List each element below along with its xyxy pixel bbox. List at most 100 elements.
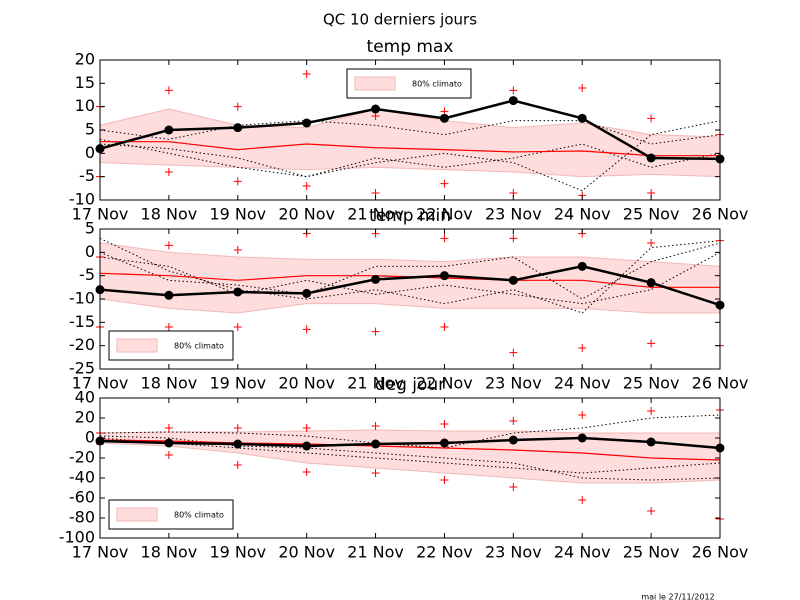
- y-tick-label: 20: [75, 50, 95, 69]
- climato-line: [100, 141, 720, 157]
- extreme-marker: [440, 476, 449, 484]
- observed-marker: [233, 287, 243, 297]
- x-tick-label: 22 Nov: [416, 205, 473, 224]
- observed-marker: [164, 438, 174, 448]
- figure-title: QC 10 derniers jours: [323, 11, 477, 29]
- y-tick-label: -10: [69, 190, 95, 209]
- extreme-marker: [647, 339, 656, 348]
- forecast-line: [99, 138, 721, 178]
- extreme-marker: [509, 417, 518, 425]
- extreme-marker: [440, 420, 449, 428]
- x-tick-label: 24 Nov: [554, 205, 611, 224]
- x-tick-label: 24 Nov: [554, 374, 611, 393]
- observed-marker: [233, 123, 243, 133]
- x-tick-label: 19 Nov: [209, 374, 266, 393]
- x-tick-label: 20 Nov: [278, 374, 335, 393]
- y-tick-label: -20: [69, 335, 95, 354]
- extreme-marker: [440, 234, 449, 243]
- observed-marker: [302, 118, 312, 128]
- extreme-marker: [164, 323, 173, 331]
- observed-marker: [233, 439, 243, 449]
- extreme-marker: [371, 327, 380, 336]
- x-tick-label: 24 Nov: [554, 543, 611, 562]
- extreme-marker: [371, 469, 380, 477]
- observed-marker: [371, 439, 381, 449]
- x-tick-label: 26 Nov: [692, 374, 749, 393]
- extreme-marker: [164, 451, 173, 459]
- observed-marker: [577, 261, 587, 271]
- extreme-marker: [371, 422, 380, 430]
- x-tick-label: 19 Nov: [209, 205, 266, 224]
- observed-marker: [646, 278, 656, 288]
- extreme-marker: [302, 182, 311, 190]
- x-tick-label: 26 Nov: [692, 205, 749, 224]
- extreme-marker: [233, 424, 242, 432]
- x-tick-label: 21 Nov: [347, 374, 404, 393]
- x-tick-label: 23 Nov: [485, 205, 542, 224]
- footer: mai le 27/11/2012: [641, 593, 714, 600]
- extreme-marker: [647, 114, 656, 123]
- x-tick-label: 18 Nov: [141, 374, 198, 393]
- x-tick-label: 17 Nov: [72, 205, 129, 224]
- observed-line: [99, 436, 721, 450]
- observed-marker: [302, 441, 312, 451]
- observed-marker: [508, 435, 518, 445]
- forecast-line: [99, 120, 721, 145]
- extreme-marker: [647, 239, 656, 247]
- x-tick-label: 25 Nov: [623, 205, 680, 224]
- observed-marker: [577, 113, 587, 123]
- extreme-marker: [164, 241, 173, 250]
- extreme-marker: [509, 348, 518, 357]
- extreme-marker: [509, 234, 518, 243]
- y-tick-label: 15: [75, 73, 95, 92]
- extreme-marker: [302, 70, 311, 78]
- x-tick-label: 18 Nov: [141, 205, 198, 224]
- observed-marker: [439, 271, 449, 281]
- extreme-marker: [578, 411, 587, 419]
- forecast-line: [99, 242, 721, 300]
- x-tick-label: 23 Nov: [485, 543, 542, 562]
- observed-marker: [164, 290, 174, 300]
- subplot-title: temp min: [369, 206, 451, 226]
- x-tick-label: 25 Nov: [623, 374, 680, 393]
- extreme-marker: [440, 179, 449, 188]
- y-tick-label: -5: [79, 265, 95, 284]
- extreme-marker: [233, 323, 242, 331]
- extreme-marker: [647, 507, 656, 515]
- observed-marker: [508, 96, 518, 106]
- y-tick-label: 0: [85, 428, 95, 447]
- x-tick-label: 18 Nov: [141, 543, 198, 562]
- observed-marker: [577, 433, 587, 443]
- y-tick-label: -80: [69, 508, 95, 527]
- extreme-marker: [233, 246, 242, 254]
- extreme-marker: [164, 86, 173, 95]
- legend-label: 80% climato: [174, 342, 224, 351]
- y-tick-label: -20: [69, 448, 95, 467]
- legend-label: 80% climato: [412, 80, 462, 89]
- observed-marker: [646, 437, 656, 447]
- y-tick-label: -60: [69, 488, 95, 507]
- observed-marker: [508, 275, 518, 285]
- y-tick-label: 20: [75, 408, 95, 427]
- x-tick-label: 25 Nov: [623, 543, 680, 562]
- x-tick-label: 17 Nov: [72, 374, 129, 393]
- extreme-marker: [302, 468, 311, 476]
- extreme-marker: [647, 407, 656, 415]
- y-tick-label: 10: [75, 96, 95, 115]
- observed-line: [99, 99, 721, 161]
- extreme-marker: [233, 461, 242, 469]
- extreme-marker: [578, 344, 587, 352]
- y-tick-label: -40: [69, 468, 95, 487]
- extreme-marker: [164, 168, 173, 176]
- x-tick-label: 21 Nov: [347, 543, 404, 562]
- extreme-marker: [578, 84, 587, 92]
- extreme-marker: [302, 424, 311, 432]
- climato-line: [99, 439, 721, 461]
- extreme-marker: [233, 177, 242, 186]
- y-tick-label: 0: [85, 143, 95, 162]
- legend-label: 80% climato: [174, 511, 224, 520]
- legend-swatch: [116, 507, 158, 522]
- x-tick-label: 22 Nov: [416, 543, 473, 562]
